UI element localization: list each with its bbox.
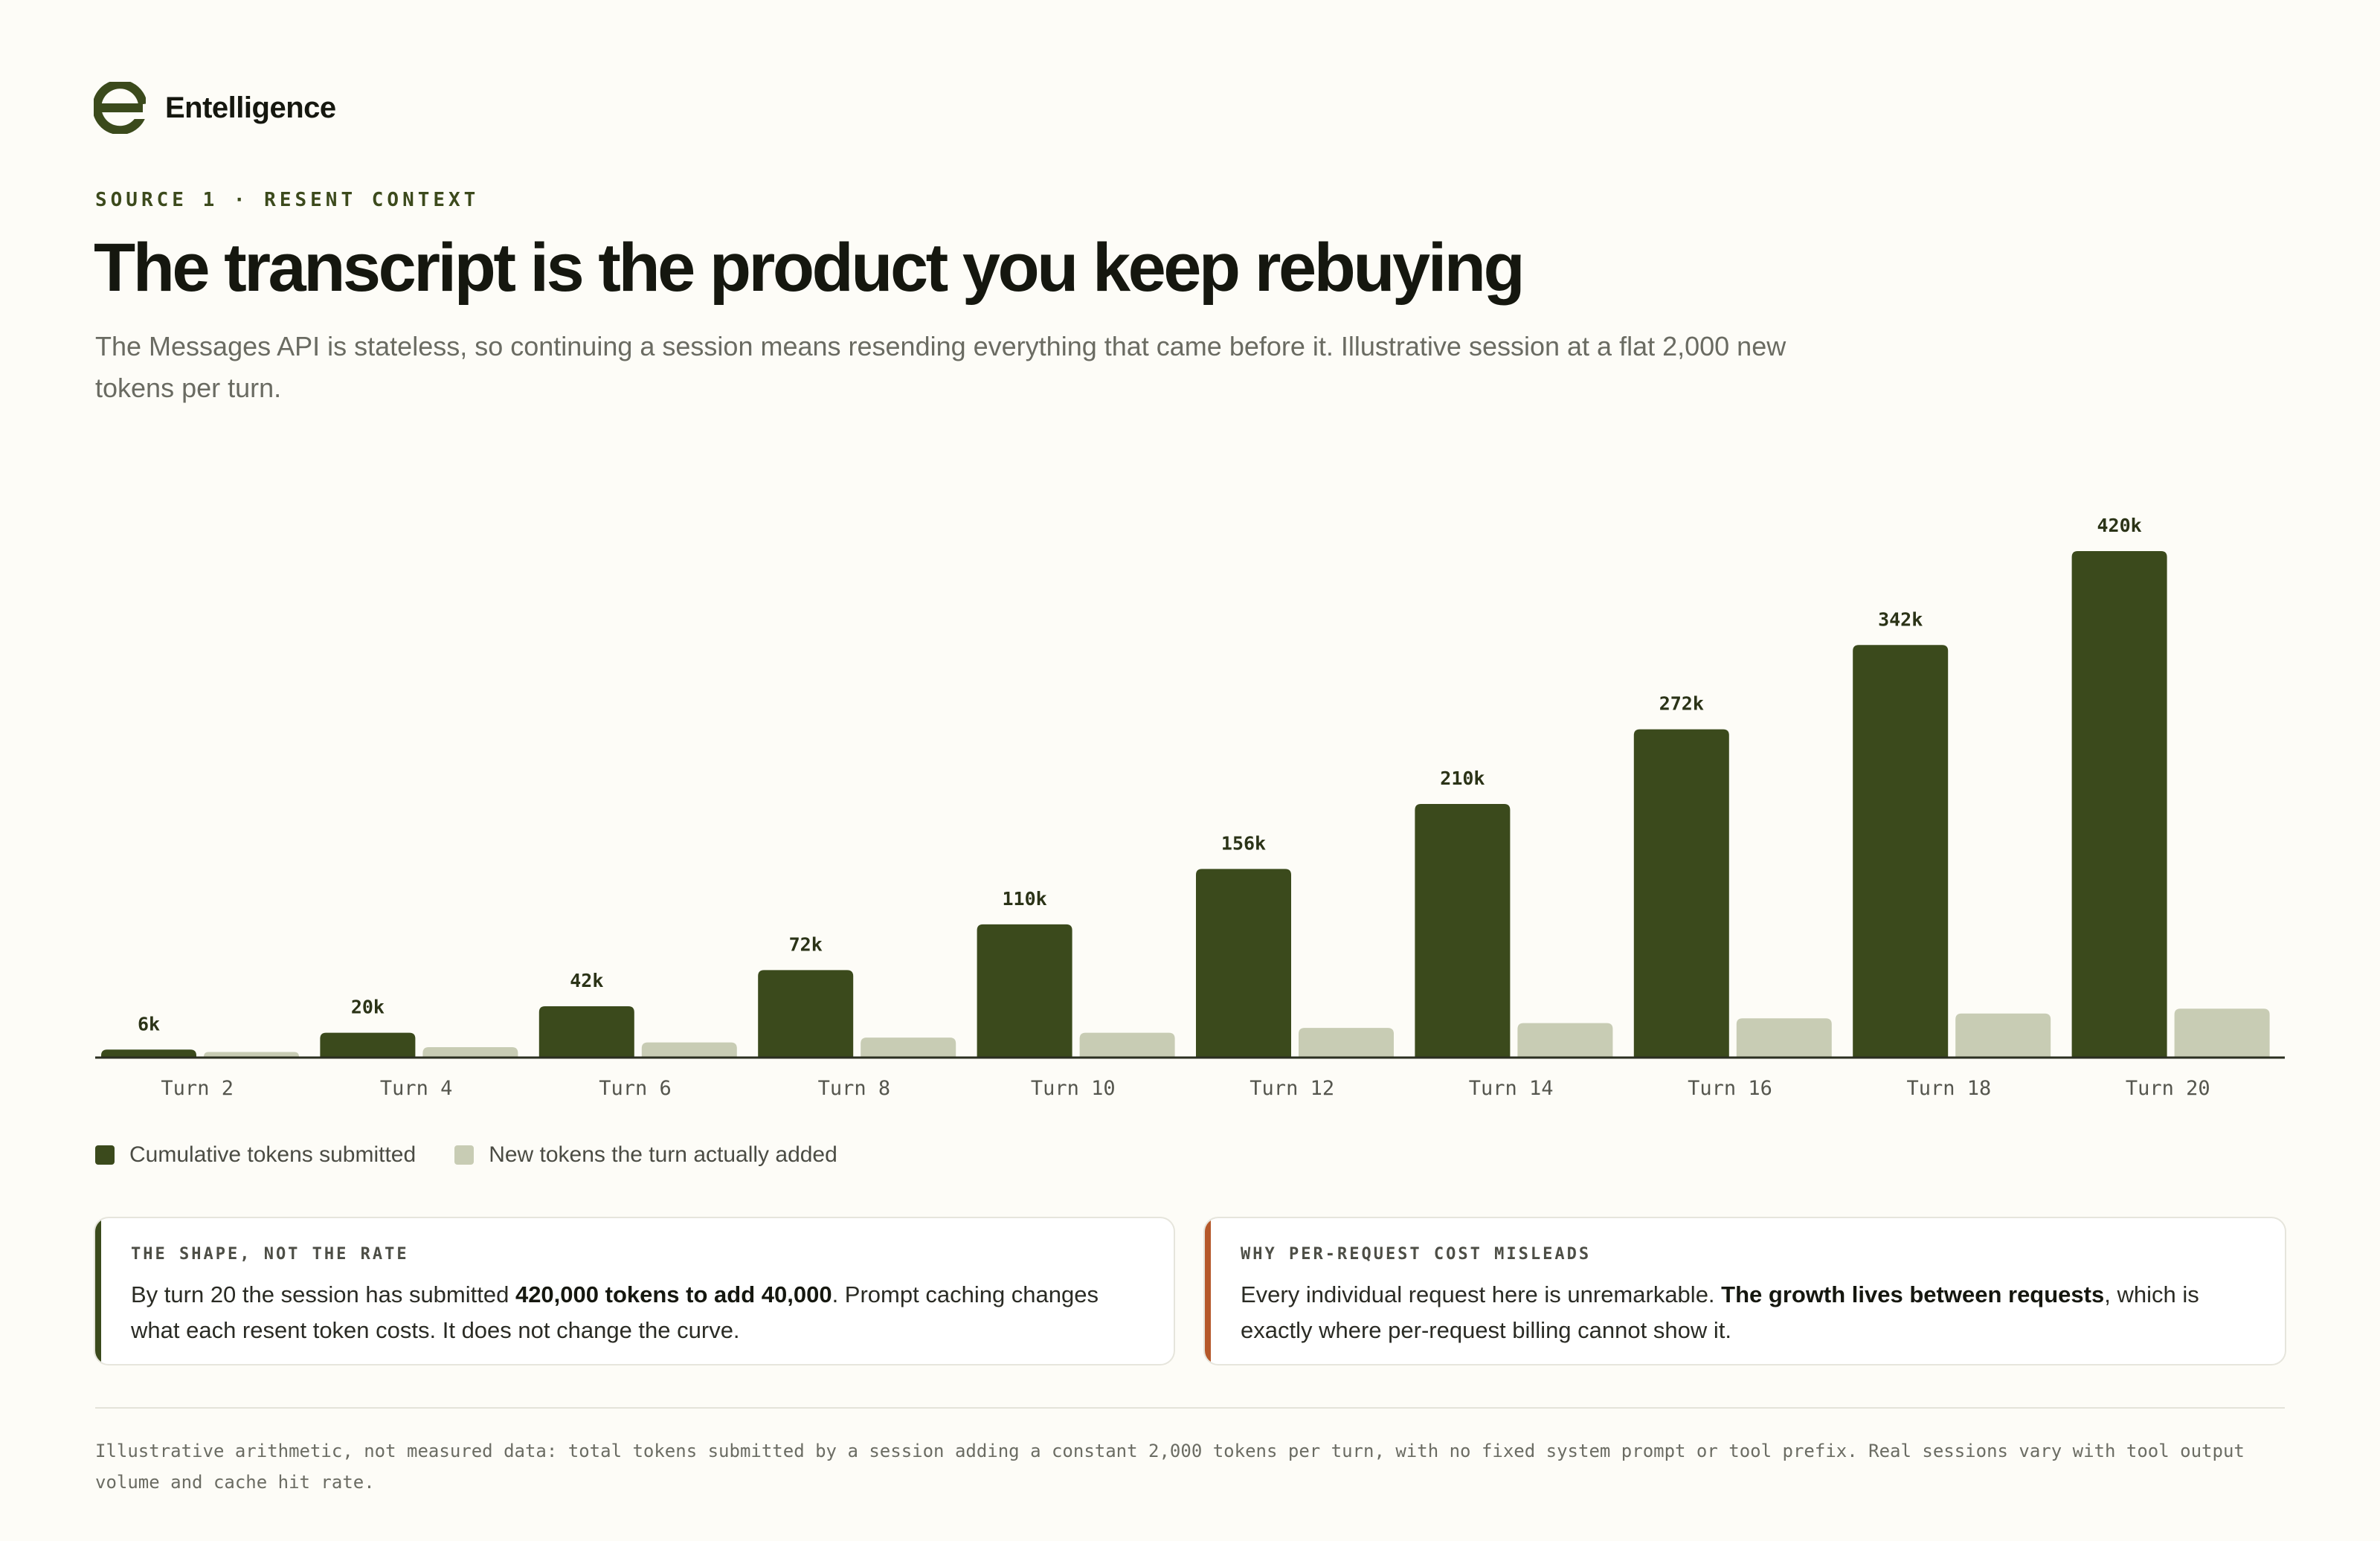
bar-new bbox=[861, 1037, 956, 1057]
bar-cumulative bbox=[977, 924, 1072, 1057]
bar-new bbox=[204, 1052, 299, 1057]
bar-value-label: 156k bbox=[1221, 832, 1266, 854]
bar-cumulative bbox=[101, 1049, 196, 1057]
x-tick-label: Turn 10 bbox=[1031, 1077, 1116, 1100]
bar-new bbox=[1736, 1018, 1832, 1057]
bar-cumulative bbox=[1633, 729, 1729, 1057]
x-tick-label: Turn 14 bbox=[1469, 1077, 1554, 1100]
bar-value-label: 272k bbox=[1659, 693, 1704, 715]
card-body: Every individual request here is unremar… bbox=[1241, 1277, 2252, 1348]
x-tick-label: Turn 6 bbox=[599, 1077, 672, 1100]
card-emphasis: 420,000 tokens to add 40,000 bbox=[515, 1281, 832, 1307]
legend-label-new: New tokens the turn actually added bbox=[489, 1142, 837, 1167]
bar-value-label: 20k bbox=[351, 997, 385, 1018]
footnote: Illustrative arithmetic, not measured da… bbox=[95, 1441, 2245, 1493]
bar-value-label: 110k bbox=[1002, 888, 1046, 910]
x-tick-label: Turn 4 bbox=[380, 1077, 453, 1100]
bar-cumulative bbox=[758, 970, 854, 1057]
page-subtitle: The Messages API is stateless, so contin… bbox=[95, 331, 1786, 403]
x-tick-label: Turn 8 bbox=[818, 1077, 891, 1100]
chart-legend: Cumulative tokens submitted New tokens t… bbox=[95, 1142, 876, 1168]
x-tick-label: Turn 16 bbox=[1688, 1077, 1772, 1100]
bar-cumulative bbox=[2071, 551, 2167, 1057]
bar-new bbox=[641, 1042, 737, 1057]
bar-value-label: 342k bbox=[1878, 608, 1923, 630]
x-tick-label: Turn 12 bbox=[1250, 1077, 1334, 1100]
card-emphasis: The growth lives between requests bbox=[1721, 1281, 2105, 1307]
page-title: The transcript is the product you keep r… bbox=[94, 230, 1525, 306]
bar-cumulative bbox=[1853, 645, 1949, 1057]
bar-cumulative bbox=[1415, 804, 1511, 1057]
bar-new bbox=[1955, 1013, 2051, 1057]
legend-label-cumulative: Cumulative tokens submitted bbox=[129, 1142, 416, 1167]
card-label: THE SHAPE, NOT THE RATE bbox=[131, 1245, 409, 1264]
legend-item-new: New tokens the turn actually added bbox=[454, 1142, 837, 1168]
bar-cumulative bbox=[320, 1032, 416, 1057]
eyebrow: SOURCE 1 · RESENT CONTEXT bbox=[95, 189, 480, 211]
bar-value-label: 6k bbox=[138, 1013, 160, 1035]
legend-swatch-cumulative bbox=[95, 1145, 115, 1165]
card-text: Every individual request here is unremar… bbox=[1241, 1281, 1722, 1307]
bar-value-label: 420k bbox=[2097, 515, 2141, 536]
insight-card-shape: THE SHAPE, NOT THE RATE By turn 20 the s… bbox=[94, 1217, 1175, 1365]
bar-new bbox=[2174, 1008, 2270, 1057]
footer-divider bbox=[95, 1407, 2285, 1409]
card-label: WHY PER-REQUEST COST MISLEADS bbox=[1241, 1245, 1592, 1264]
legend-swatch-new bbox=[454, 1145, 475, 1165]
card-text: By turn 20 the session has submitted bbox=[131, 1281, 515, 1307]
card-text: , which is exactly where per-request bil… bbox=[1241, 1281, 2199, 1343]
bar-value-label: 210k bbox=[1440, 768, 1485, 789]
token-growth-chart: 6k Turn 2 20k Turn 4 42k Turn 6 72k Turn 8 110k T… bbox=[95, 515, 2285, 1100]
card-text: . Prompt caching changes what each resen… bbox=[131, 1281, 1099, 1343]
bar-cumulative bbox=[1196, 869, 1291, 1057]
insight-card-per-request: WHY PER-REQUEST COST MISLEADS Every indi… bbox=[1203, 1217, 2286, 1365]
brand-name: Entelligence bbox=[165, 91, 336, 124]
bar-value-label: 72k bbox=[789, 933, 823, 955]
bar-cumulative bbox=[538, 1006, 634, 1057]
brand: Entelligence bbox=[94, 82, 336, 134]
bar-new bbox=[422, 1047, 518, 1057]
card-body: By turn 20 the session has submitted 420… bbox=[131, 1277, 1141, 1348]
legend-item-cumulative: Cumulative tokens submitted bbox=[95, 1142, 416, 1168]
bar-value-label: 42k bbox=[570, 970, 603, 991]
bar-new bbox=[1299, 1028, 1394, 1057]
bar-new bbox=[1079, 1032, 1175, 1057]
entelligence-e-logo bbox=[94, 82, 146, 134]
x-tick-label: Turn 20 bbox=[2126, 1077, 2210, 1100]
x-tick-label: Turn 2 bbox=[161, 1077, 234, 1100]
x-tick-label: Turn 18 bbox=[1907, 1077, 1992, 1100]
bar-new bbox=[1517, 1023, 1613, 1057]
